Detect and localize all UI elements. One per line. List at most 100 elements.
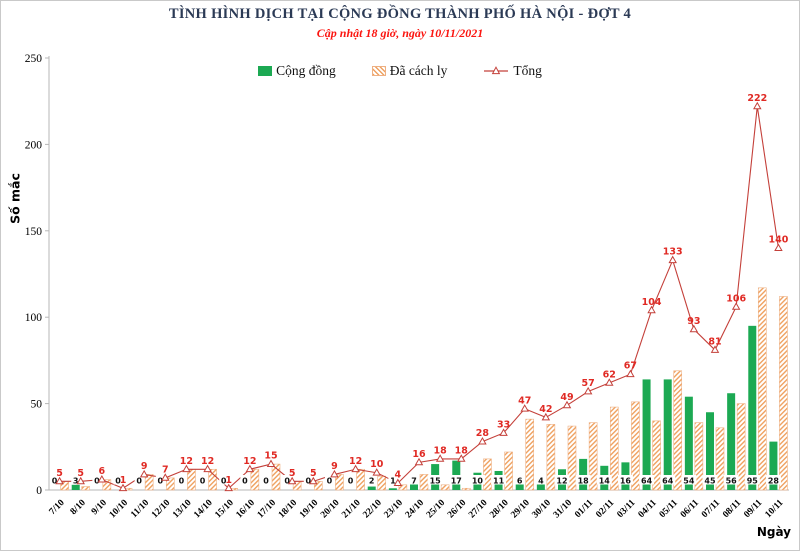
total-marker	[541, 412, 551, 421]
total-value-label: 62	[603, 369, 616, 380]
bar-quarantined	[483, 458, 492, 491]
legend-item-quarantine: Đã cách ly	[371, 63, 447, 79]
bar-quarantined	[313, 481, 323, 491]
x-tick-label: 12/10	[150, 498, 173, 521]
total-marker	[76, 476, 85, 485]
legend-item-community: Cộng đồng	[258, 63, 336, 79]
x-tick-label: 06/11	[679, 498, 701, 520]
bar-quarantined	[81, 486, 91, 491]
bar-quarantined	[461, 487, 471, 491]
total-marker	[393, 478, 403, 486]
total-marker	[668, 255, 677, 264]
community-value-label: 0	[263, 477, 269, 486]
total-value-label: 1	[225, 475, 232, 486]
legend-item-total: Tổng	[483, 63, 542, 79]
community-value-label: 45	[704, 477, 716, 486]
x-tick-label: 25/10	[425, 498, 448, 521]
x-tick-label: 16/10	[235, 498, 258, 521]
x-tick-label: 21/10	[340, 498, 363, 521]
community-value-label: 0	[179, 477, 185, 486]
total-value-label: 12	[201, 456, 214, 467]
x-tick-label: 24/10	[404, 498, 427, 521]
bar-quarantined	[736, 403, 746, 491]
bar-quarantined	[504, 451, 513, 491]
community-label-bg	[744, 475, 760, 485]
community-label-bg	[681, 475, 697, 485]
total-marker	[689, 324, 699, 333]
total-value-label: 12	[180, 456, 193, 467]
community-value-label: 15	[430, 477, 442, 486]
total-value-label: 1	[120, 475, 127, 486]
total-value-label: 6	[99, 466, 106, 477]
community-value-label: 56	[726, 477, 738, 486]
bar-quarantined	[356, 468, 365, 491]
community-label-bg	[198, 475, 208, 485]
total-value-label: 28	[476, 428, 490, 439]
community-value-label: 0	[305, 477, 311, 486]
community-label-bg	[596, 475, 612, 485]
total-value-label: 16	[412, 449, 426, 460]
total-marker	[435, 454, 445, 462]
total-marker	[351, 464, 360, 473]
total-value-label: 5	[289, 468, 296, 479]
x-tick-label: 27/10	[467, 498, 490, 521]
community-label-bg	[469, 475, 485, 485]
community-label-bg	[367, 475, 377, 485]
community-value-label: 95	[747, 477, 759, 486]
total-marker	[753, 101, 762, 110]
total-value-label: 106	[726, 293, 746, 304]
community-label-bg	[660, 475, 676, 485]
community-label-bg	[427, 475, 443, 485]
community-value-label: 0	[327, 477, 333, 486]
total-value-label: 49	[560, 392, 573, 403]
total-marker	[55, 476, 64, 485]
community-label-bg	[303, 475, 313, 485]
total-value-label: 15	[264, 451, 277, 462]
x-tick-label: 03/11	[616, 498, 638, 520]
community-label-bg	[134, 475, 144, 485]
x-tick-label: 20/10	[319, 498, 342, 521]
total-value-label: 81	[708, 337, 721, 348]
community-label-bg	[617, 475, 633, 485]
community-value-label: 3	[73, 477, 79, 486]
bar-community	[536, 483, 545, 490]
total-marker	[731, 302, 741, 310]
bar-quarantined	[377, 475, 387, 491]
bar-quarantined	[588, 422, 598, 491]
community-value-label: 1	[390, 477, 396, 486]
community-label-bg	[723, 475, 739, 485]
total-value-label: 18	[434, 445, 448, 456]
community-value-label: 18	[578, 477, 590, 486]
x-tick-label: 10/11	[764, 498, 786, 520]
community-value-label: 11	[493, 477, 505, 486]
community-value-label: 17	[451, 477, 462, 486]
y-tick-label: 100	[25, 312, 43, 324]
community-value-label: 54	[683, 477, 695, 486]
x-tick-label: 02/11	[594, 498, 616, 520]
total-value-label: 12	[243, 456, 256, 467]
community-value-label: 0	[221, 477, 227, 486]
community-label-bg	[409, 475, 419, 485]
x-tick-label: 04/11	[637, 498, 659, 520]
total-marker	[414, 457, 424, 466]
x-tick-label: 28/10	[488, 498, 511, 521]
x-tick-label: 05/11	[658, 498, 680, 520]
community-label-bg	[388, 475, 398, 485]
chart-subtitle: Cập nhật 18 giờ, ngày 10/11/2021	[316, 26, 484, 40]
total-value-label: 5	[310, 468, 317, 479]
total-marker	[562, 400, 572, 409]
community-label-bg	[448, 475, 464, 485]
community-label-bg	[536, 475, 546, 485]
bar-community	[727, 393, 736, 490]
total-value-label: 222	[747, 93, 767, 104]
community-value-label: 0	[284, 477, 290, 486]
total-marker	[372, 468, 381, 476]
x-tick-label: 10/10	[108, 498, 131, 521]
x-tick-label: 31/10	[552, 498, 575, 521]
bar-quarantined	[567, 425, 577, 491]
x-tick-label: 19/10	[298, 498, 321, 521]
total-value-label: 7	[162, 464, 169, 475]
community-label-bg	[765, 475, 781, 485]
x-tick-label: 17/10	[256, 498, 279, 521]
total-value-label: 47	[518, 395, 531, 406]
